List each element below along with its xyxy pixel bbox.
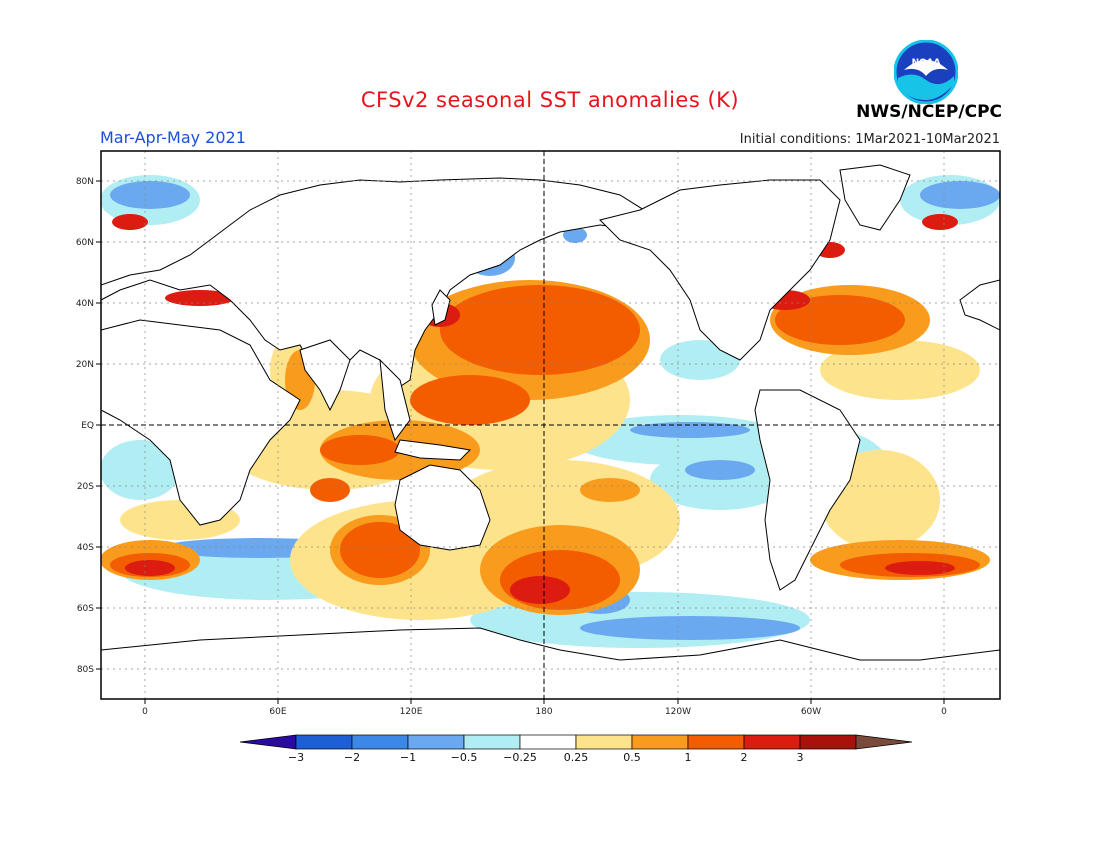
lon-tick: 120W: [665, 707, 691, 717]
colorbar-segment: [799, 734, 857, 750]
initial-conditions-label: Initial conditions: 1Mar2021-10Mar2021: [739, 132, 1000, 147]
gridlines: [101, 151, 1000, 699]
colorbar-label: −1: [400, 751, 416, 764]
colorbar-segment: [519, 734, 577, 750]
noaa-logo-text: NOAA: [912, 58, 941, 68]
land-europe-east-edge: [959, 279, 1000, 331]
map-title: CFSv2 seasonal SST anomalies (K): [360, 88, 740, 112]
land-north-america: [599, 179, 841, 361]
lat-tick: 60N: [76, 238, 94, 248]
colorbar-segment: [743, 734, 801, 750]
colorbar-label: −3: [288, 751, 304, 764]
land-india: [299, 339, 351, 412]
lon-tick: 60E: [269, 707, 286, 717]
lat-tick: EQ: [81, 421, 94, 431]
colorbar-label: −0.5: [451, 751, 478, 764]
lon-tick: 60W: [801, 707, 821, 717]
colorbar-segment: [463, 734, 521, 750]
colorbar-label: −2: [344, 751, 360, 764]
longitude-tick-marks: [144, 699, 945, 704]
period-label: Mar-Apr-May 2021: [100, 128, 246, 147]
lon-tick: 0: [941, 707, 947, 717]
longitude-axis: 0 60E 120E 180 120W 60W 0: [142, 707, 947, 717]
colorbar-segment: [407, 734, 465, 750]
organization-label: NWS/NCEP/CPC: [856, 102, 1002, 122]
lat-tick: 20N: [76, 360, 94, 370]
land-indonesia: [394, 439, 472, 461]
land-south-america: [754, 389, 861, 591]
land-eurasia: [101, 177, 671, 402]
strong-positive-anomaly: [110, 285, 980, 610]
colorbar-label: −0.25: [503, 751, 537, 764]
lon-tick: 180: [535, 707, 552, 717]
colorbar-label: 3: [797, 751, 804, 764]
anomaly-field: [101, 151, 1000, 699]
noaa-logo-icon: NOAA: [894, 40, 958, 104]
lat-tick: 60S: [77, 604, 94, 614]
colorbar-segment: [351, 734, 409, 750]
very-strong-positive-anomaly: [112, 214, 958, 604]
colorbar-segment: [575, 734, 633, 750]
colorbar-label: 1: [685, 751, 692, 764]
lat-tick: 40N: [76, 299, 94, 309]
land-southeast-asia: [379, 358, 411, 442]
colorbar-label: 0.25: [564, 751, 589, 764]
colorbar-max-arrow: [855, 734, 913, 750]
colorbar-min-arrow: [239, 734, 297, 750]
lat-tick: 80N: [76, 177, 94, 187]
land-antarctica: [101, 627, 1000, 699]
colorbar-label: 0.5: [623, 751, 641, 764]
lon-tick: 120E: [400, 707, 423, 717]
colorbar-segment: [631, 734, 689, 750]
land-japan: [431, 289, 451, 326]
lon-tick: 0: [142, 707, 148, 717]
land-africa: [101, 319, 301, 526]
reference-lines: [101, 151, 1000, 699]
colorbar-segment: [687, 734, 745, 750]
lat-tick: 80S: [77, 665, 94, 675]
colorbar: −3 −2 −1 −0.5 −0.25 0.25 0.5 1 2 3: [239, 734, 913, 764]
latitude-axis: 80N 60N 40N 20N EQ 20S 40S 60S 80S: [76, 177, 94, 675]
latitude-tick-marks: [96, 180, 101, 670]
colorbar-segment: [295, 734, 353, 750]
colorbar-label: 2: [741, 751, 748, 764]
land-australia: [394, 464, 491, 551]
lat-tick: 40S: [77, 543, 94, 553]
lat-tick: 20S: [77, 482, 94, 492]
